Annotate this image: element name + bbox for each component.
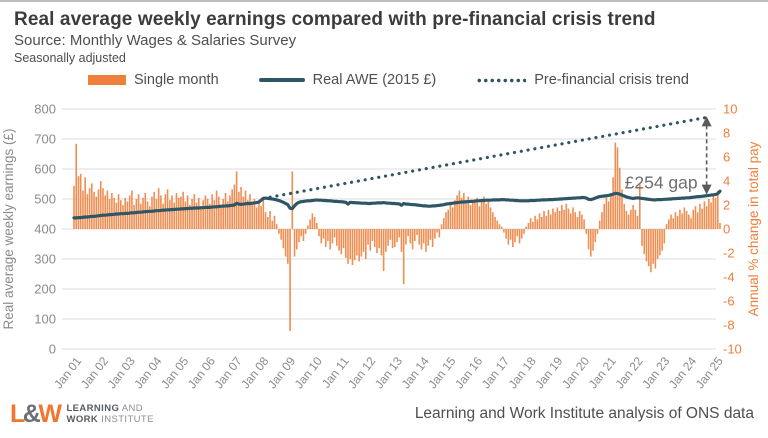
svg-text:600: 600 xyxy=(34,162,56,177)
svg-text:-10: -10 xyxy=(723,342,742,357)
svg-text:-4: -4 xyxy=(723,270,735,285)
lw-logo-icon: L&W xyxy=(10,399,62,428)
svg-text:10: 10 xyxy=(723,102,737,117)
svg-text:Jan 01: Jan 01 xyxy=(51,354,84,391)
real-awe-line xyxy=(72,189,722,220)
svg-text:Jan 20: Jan 20 xyxy=(559,354,592,391)
svg-text:-6: -6 xyxy=(723,294,735,309)
svg-text:4: 4 xyxy=(723,174,730,189)
svg-text:Jan 03: Jan 03 xyxy=(105,354,138,391)
gap-annotation: £254 gap xyxy=(625,116,712,195)
svg-text:Jan 14: Jan 14 xyxy=(399,354,432,391)
right-axis-title: Annual % change in total pay xyxy=(746,141,761,316)
left-axis-tick-labels: 0 100 200 300 400 500 600 700 800 xyxy=(34,102,56,357)
svg-text:0: 0 xyxy=(723,222,730,237)
svg-text:Jan 10: Jan 10 xyxy=(292,354,325,391)
lw-logo-text: LEARNING AND WORK INSTITUTE xyxy=(66,402,154,426)
page-title: Real average weekly earnings compared wi… xyxy=(14,9,656,30)
svg-text:Jan 06: Jan 06 xyxy=(185,354,218,391)
chart-legend: Single month Real AWE (2015 £) Pre-finan… xyxy=(88,70,768,90)
lw-institute-logo: L&W LEARNING AND WORK INSTITUTE xyxy=(10,399,154,428)
svg-text:Jan 25: Jan 25 xyxy=(693,354,726,391)
single-month-bars xyxy=(73,142,721,331)
svg-text:-8: -8 xyxy=(723,318,735,333)
legend-label-real-awe: Real AWE (2015 £) xyxy=(312,72,437,88)
svg-text:Jan 15: Jan 15 xyxy=(425,354,458,391)
svg-text:Jan 13: Jan 13 xyxy=(372,354,405,391)
window-top-edge xyxy=(0,0,768,2)
legend-label-trend: Pre-financial crisis trend xyxy=(534,72,689,88)
svg-text:2: 2 xyxy=(723,198,730,213)
svg-text:Jan 02: Jan 02 xyxy=(78,354,111,391)
page-footer: L&W LEARNING AND WORK INSTITUTE Learning… xyxy=(0,394,768,438)
svg-text:Jan 07: Jan 07 xyxy=(212,354,245,391)
svg-text:200: 200 xyxy=(34,282,56,297)
legend-item-trend: Pre-financial crisis trend xyxy=(476,72,689,88)
svg-text:-2: -2 xyxy=(723,246,735,261)
svg-text:Jan 16: Jan 16 xyxy=(452,354,485,391)
svg-text:800: 800 xyxy=(34,102,56,117)
legend-item-single-month: Single month xyxy=(88,72,219,88)
legend-item-real-awe: Real AWE (2015 £) xyxy=(258,72,437,88)
svg-text:Jan 18: Jan 18 xyxy=(506,354,539,391)
svg-text:Jan 04: Jan 04 xyxy=(131,354,164,391)
svg-text:6: 6 xyxy=(723,150,730,165)
svg-text:Jan 08: Jan 08 xyxy=(238,354,271,391)
chart-source-line: Source: Monthly Wages & Salaries Survey xyxy=(14,32,297,49)
svg-text:8: 8 xyxy=(723,126,730,141)
svg-text:Jan 19: Jan 19 xyxy=(532,354,565,391)
svg-text:Jan 17: Jan 17 xyxy=(479,354,512,391)
analysis-credit: Learning and Work Institute analysis of … xyxy=(414,405,754,422)
gap-arrow-down-icon xyxy=(701,184,712,195)
earnings-chart-svg: 0 100 200 300 400 500 600 700 800 -10 -8 -6 -4 -2 0 2 4 6… xyxy=(1,102,761,392)
chart-note-line: Seasonally adjusted xyxy=(14,51,126,65)
legend-label-single-month: Single month xyxy=(134,72,219,88)
real-awe-swatch-icon xyxy=(258,78,305,82)
svg-text:100: 100 xyxy=(34,312,56,327)
trend-swatch-icon xyxy=(476,77,527,83)
right-axis-tick-labels: -10 -8 -6 -4 -2 0 2 4 6 8 10 xyxy=(723,102,742,357)
svg-text:500: 500 xyxy=(34,192,56,207)
svg-text:Jan 22: Jan 22 xyxy=(613,354,646,391)
chart-area: 0 100 200 300 400 500 600 700 800 -10 -8 -6 -4 -2 0 2 4 6… xyxy=(0,94,768,405)
svg-text:700: 700 xyxy=(34,132,56,147)
gap-label: £254 gap xyxy=(625,173,698,193)
svg-text:Jan 05: Jan 05 xyxy=(158,354,191,391)
svg-text:400: 400 xyxy=(34,222,56,237)
svg-text:Jan 23: Jan 23 xyxy=(639,354,672,391)
svg-text:0: 0 xyxy=(49,342,56,357)
svg-text:Jan 09: Jan 09 xyxy=(265,354,298,391)
left-axis-title: Real average weekly earnings (£) xyxy=(1,128,16,329)
svg-text:Jan 21: Jan 21 xyxy=(586,354,619,391)
pre-crisis-trend-line xyxy=(261,115,709,200)
single-month-swatch-icon xyxy=(88,75,126,85)
svg-text:Jan 24: Jan 24 xyxy=(666,354,699,391)
svg-text:300: 300 xyxy=(34,252,56,267)
gap-arrow-up-icon xyxy=(701,116,712,127)
svg-text:Jan 12: Jan 12 xyxy=(345,354,378,391)
chart-header: Real average weekly earnings compared wi… xyxy=(0,2,768,66)
